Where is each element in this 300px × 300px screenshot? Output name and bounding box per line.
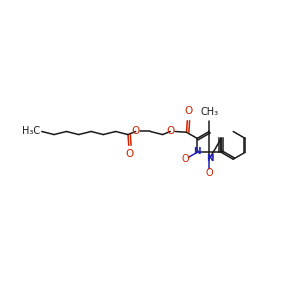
Text: O: O xyxy=(206,168,213,178)
Text: O: O xyxy=(184,106,193,116)
Text: O: O xyxy=(182,154,189,164)
Text: N: N xyxy=(194,147,201,156)
Text: O: O xyxy=(166,127,174,136)
Text: H₃C: H₃C xyxy=(22,127,40,136)
Text: N: N xyxy=(206,154,214,163)
Text: O: O xyxy=(126,149,134,159)
Text: O: O xyxy=(131,127,140,136)
Text: CH₃: CH₃ xyxy=(201,107,219,117)
